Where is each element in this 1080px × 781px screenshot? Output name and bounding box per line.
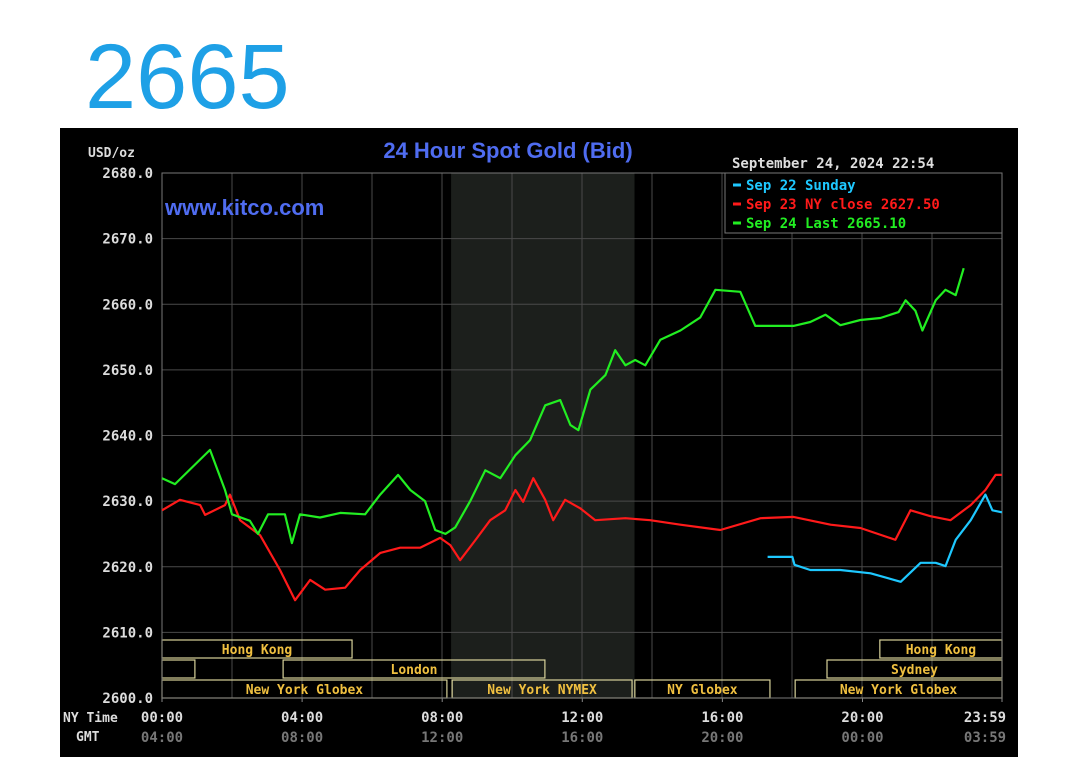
- watermark: www.kitco.com: [164, 195, 324, 220]
- y-tick-label: 2610.0: [102, 625, 153, 641]
- x2-tick-label: 00:00: [841, 730, 883, 746]
- price-line: [161, 473, 1002, 602]
- session-label: Hong Kong: [906, 643, 976, 658]
- x-tick-label: 20:00: [841, 710, 883, 726]
- x2-tick-label: 12:00: [421, 730, 463, 746]
- y-tick-label: 2660.0: [102, 297, 153, 313]
- x-tick-label: 16:00: [701, 710, 743, 726]
- x2-tick-label: 03:59: [964, 730, 1006, 746]
- legend-box: [724, 172, 1003, 234]
- session-label: London: [391, 663, 438, 678]
- session-label: New York Globex: [246, 683, 364, 698]
- headline-price: 2665: [85, 26, 290, 128]
- legend-label: Sep 23 NY close 2627.50: [746, 197, 940, 213]
- session-label: Sydney: [891, 663, 938, 678]
- x2-tick-label: 08:00: [281, 730, 323, 746]
- y-tick-label: 2600.0: [102, 691, 153, 707]
- y-tick-label: 2620.0: [102, 560, 153, 576]
- x-tick-label: 12:00: [561, 710, 603, 726]
- legend-label: Sep 22 Sunday: [746, 178, 856, 194]
- x-tick-label: 00:00: [141, 710, 183, 726]
- price-line: [161, 267, 965, 545]
- price-line: [767, 493, 1003, 583]
- y-tick-label: 2680.0: [102, 166, 153, 182]
- y-tick-label: 2670.0: [102, 232, 153, 248]
- session-label: New York NYMEX: [487, 683, 597, 698]
- chart-title: 24 Hour Spot Gold (Bid): [383, 138, 632, 163]
- y-tick-label: 2650.0: [102, 363, 153, 379]
- timestamp: September 24, 2024 22:54: [732, 156, 934, 172]
- y-tick-label: 2630.0: [102, 494, 153, 510]
- x2-axis-label: GMT: [76, 730, 100, 745]
- x2-tick-label: 04:00: [141, 730, 183, 746]
- x2-tick-label: 20:00: [701, 730, 743, 746]
- y-tick-label: 2640.0: [102, 429, 153, 445]
- plot-area: [161, 172, 1003, 699]
- x2-tick-label: 16:00: [561, 730, 603, 746]
- x-axis-label: NY Time: [63, 711, 118, 726]
- session-label: New York Globex: [840, 683, 958, 698]
- session-label: Hong Kong: [222, 643, 292, 658]
- y-unit-label: USD/oz: [88, 146, 135, 161]
- x-tick-label: 04:00: [281, 710, 323, 726]
- session-box: [282, 659, 546, 679]
- x-tick-label: 08:00: [421, 710, 463, 726]
- x-tick-label: 23:59: [964, 710, 1006, 726]
- plot-frame: [161, 172, 1003, 699]
- session-label: NY Globex: [667, 683, 738, 698]
- legend-label: Sep 24 Last 2665.10: [746, 216, 906, 232]
